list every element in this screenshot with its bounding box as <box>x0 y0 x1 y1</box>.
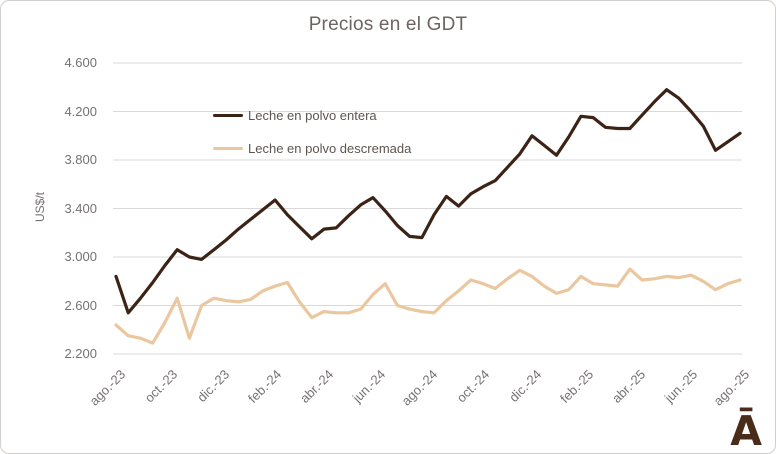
legend: Leche en polvo entera Leche en polvo des… <box>213 108 411 174</box>
chart-title: Precios en el GDT <box>308 14 468 35</box>
y-tick-label: 3.800 <box>64 152 97 167</box>
legend-swatch-descremada-line <box>213 147 243 150</box>
legend-swatch-entera-line <box>213 114 243 117</box>
series-line-leche-descremada <box>114 267 742 345</box>
legend-item-descremada: Leche en polvo descremada <box>213 141 411 156</box>
y-tick-label: 2.600 <box>64 297 97 313</box>
y-tick-label: 2.200 <box>64 346 97 361</box>
y-tick-label: 4.200 <box>64 103 97 119</box>
legend-label-entera: Leche en polvo entera <box>248 108 377 123</box>
brand-logo: Ā <box>730 406 762 454</box>
y-tick-label: 4.600 <box>64 55 97 70</box>
y-tick-label: 3.000 <box>64 249 97 264</box>
legend-item-entera: Leche en polvo entera <box>213 108 411 123</box>
gridlines <box>113 62 742 355</box>
legend-label-descremada: Leche en polvo descremada <box>248 141 412 156</box>
series-line-leche-entera <box>114 88 742 315</box>
y-tick-label: 3.400 <box>64 200 97 216</box>
